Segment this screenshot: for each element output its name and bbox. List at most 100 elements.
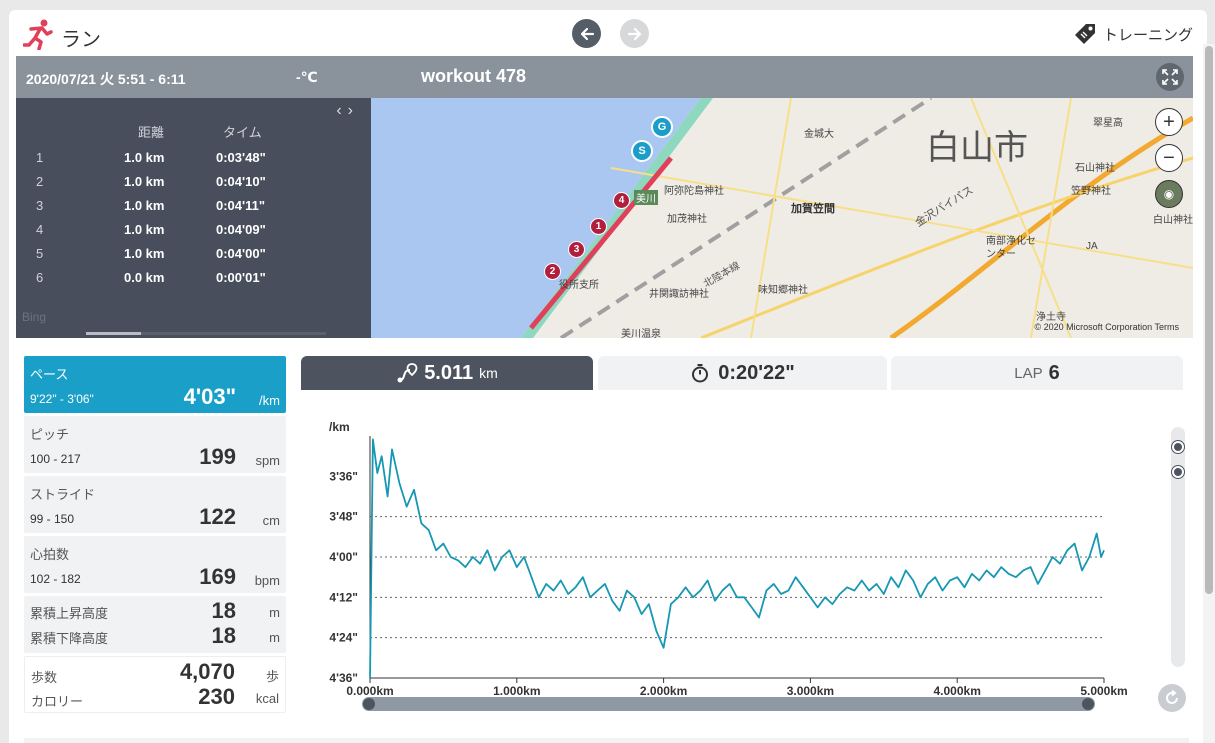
metric-heart-rate[interactable]: 心拍数 102 - 182 169 bpm [24, 536, 286, 593]
zoom-in-button[interactable]: + [1155, 108, 1183, 136]
lap-row[interactable]: 2 1.0 km 0:04'10" [16, 174, 371, 198]
steps-unit: 歩 [265, 669, 279, 684]
arrow-right-icon [627, 27, 641, 40]
marker-label: 1 [595, 221, 602, 232]
route-map[interactable]: 白山市 金城大 阿弥陀島神社 加賀笠間 加茂神社 美川 金沢バイパス 北陸本線 … [371, 98, 1193, 338]
metric-value: 4'03" [183, 384, 236, 409]
training-link[interactable]: トレーニング [1073, 22, 1193, 46]
map-label: 白山神社 [1153, 215, 1193, 226]
elevation-down-label: 累積下降高度 [30, 631, 109, 646]
y-tick-label: 4'24" [329, 631, 358, 645]
map-marker-start[interactable]: S [631, 140, 653, 162]
chart-range-slider[interactable] [362, 697, 1095, 711]
metric-pitch[interactable]: ピッチ 100 - 217 199 spm [24, 416, 286, 473]
range-end-handle[interactable] [1082, 698, 1094, 710]
y-tick-label: 4'00" [329, 550, 358, 564]
tag-icon [1074, 24, 1095, 44]
map-label: 翠星高 [1093, 118, 1123, 129]
map-marker-lap[interactable]: 4 [613, 192, 630, 209]
lap-number: 6 [36, 270, 44, 285]
range-start-handle[interactable] [363, 698, 375, 710]
map-label: 加茂神社 [667, 214, 707, 225]
lap-pager[interactable]: ‹› [336, 102, 359, 119]
marker-label: 3 [573, 244, 580, 255]
map-style-button[interactable]: ◉ [1155, 180, 1183, 208]
map-label: 加賀笠間 [791, 203, 835, 215]
workout-title: workout 478 [421, 66, 527, 86]
x-tick-label: 5.000km [1080, 684, 1127, 698]
map-label: 役所支所 [559, 280, 599, 291]
pace-chart[interactable]: /km 3'36" 3'48" 4'00" 4'12" 4'24" 4'36"0.000km… [301, 402, 1191, 702]
metric-range: 100 - 217 [30, 452, 81, 466]
lap-number: 5 [36, 246, 44, 261]
minus-icon: − [1163, 146, 1175, 169]
x-tick-label: 4.000km [934, 684, 981, 698]
metric-elevation[interactable]: 累積上昇高度 18 m 累積下降高度 18 m [24, 596, 286, 653]
refresh-icon [1166, 690, 1178, 704]
arrow-left-icon [580, 27, 594, 40]
chart-scroll-knob[interactable] [1172, 441, 1184, 453]
satellite-icon: ◉ [1163, 187, 1175, 201]
lap-time: 0:04'10" [216, 174, 266, 189]
reset-zoom-button[interactable] [1158, 684, 1186, 712]
tab-lap[interactable]: LAP 6 [891, 356, 1183, 390]
metric-label: 心拍数 [30, 547, 70, 562]
lap-time: 0:04'11" [216, 198, 266, 213]
x-tick-label: 3.000km [787, 684, 834, 698]
distance-unit: km [479, 365, 498, 381]
x-tick-label: 1.000km [493, 684, 540, 698]
lap-row[interactable]: 5 1.0 km 0:04'00" [16, 246, 371, 270]
metric-value: 122 [199, 504, 236, 529]
page-scrollbar[interactable] [1203, 44, 1215, 743]
chart-scroll-knob[interactable] [1172, 466, 1184, 478]
zoom-out-button[interactable]: − [1155, 144, 1183, 172]
metric-pace[interactable]: ペース 9'22" - 3'06" 4'03" /km [24, 356, 286, 413]
metric-value: 199 [199, 444, 236, 469]
marker-label: G [657, 121, 667, 133]
y-axis-label: /km [329, 420, 350, 434]
lap-header-distance: 距離 [138, 125, 165, 140]
lap-row[interactable]: 1 1.0 km 0:03'48" [16, 150, 371, 174]
tab-time[interactable]: 0:20'22" [598, 356, 887, 390]
next-workout-button[interactable] [620, 19, 649, 48]
workout-temperature: -℃ [296, 69, 318, 85]
metric-stride[interactable]: ストライド 99 - 150 122 cm [24, 476, 286, 533]
chart-vertical-scrollbar[interactable] [1171, 427, 1185, 667]
lap-table: ‹› 距離 タイム 1 1.0 km 0:03'48" 2 1.0 km 0:04'10… [16, 98, 371, 338]
previous-workout-button[interactable] [572, 19, 601, 48]
map-label: 南部浄化センター [986, 236, 1036, 260]
map-marker-lap[interactable]: 1 [590, 218, 607, 235]
map-label: 味知郷神社 [758, 285, 808, 296]
metric-label: ストライド [30, 487, 96, 502]
lap-number: 4 [36, 222, 44, 237]
lap-row[interactable]: 4 1.0 km 0:04'09" [16, 222, 371, 246]
calories-value: 230 [198, 684, 235, 709]
elevation-up-label: 累積上昇高度 [30, 606, 109, 621]
lap-row[interactable]: 6 0.0 km 0:00'01" [16, 270, 371, 294]
y-tick-label: 3'48" [329, 510, 358, 524]
map-marker-lap[interactable]: 2 [544, 263, 561, 280]
expand-button[interactable] [1156, 63, 1184, 91]
x-tick-label: 0.000km [346, 684, 393, 698]
map-marker-goal[interactable]: G [651, 116, 673, 138]
map-label: 井関諏訪神社 [649, 289, 709, 300]
lap-scrollbar[interactable] [86, 332, 326, 335]
training-label: トレーニング [1102, 26, 1193, 44]
lap-distance: 1.0 km [124, 150, 165, 165]
map-marker-lap[interactable]: 3 [568, 241, 585, 258]
lap-row[interactable]: 3 1.0 km 0:04'11" [16, 198, 371, 222]
stopwatch-icon [692, 364, 709, 383]
marker-label: 4 [618, 195, 625, 206]
lap-distance: 1.0 km [124, 222, 165, 237]
plus-icon: + [1163, 110, 1175, 133]
y-tick-label: 4'36" [329, 671, 358, 685]
pace-line [369, 438, 1105, 679]
elevation-up-value: 18 [211, 598, 236, 623]
lap-distance: 0.0 km [124, 270, 165, 285]
map-label: 笠野神社 [1071, 186, 1111, 197]
tab-distance[interactable]: 5.011 km [301, 356, 593, 390]
metric-range: 99 - 150 [30, 512, 75, 526]
lap-distance: 1.0 km [124, 198, 165, 213]
lap-number: 1 [36, 150, 44, 165]
total-time: 0:20'22" [718, 361, 795, 384]
